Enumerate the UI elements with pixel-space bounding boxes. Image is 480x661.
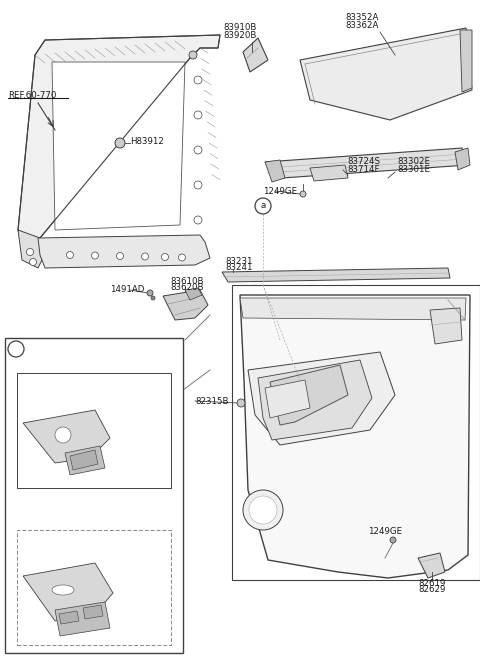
Polygon shape — [430, 308, 462, 344]
Text: 83610B: 83610B — [170, 276, 204, 286]
Text: 93581F: 93581F — [111, 453, 144, 463]
Text: 93580L: 93580L — [78, 356, 110, 364]
Polygon shape — [300, 28, 472, 120]
Polygon shape — [18, 230, 42, 268]
Circle shape — [189, 51, 197, 59]
Bar — [232, 285, 480, 580]
Circle shape — [255, 198, 271, 214]
Circle shape — [147, 290, 153, 296]
Polygon shape — [310, 165, 348, 181]
Text: 83301E: 83301E — [397, 165, 430, 173]
Polygon shape — [23, 410, 110, 463]
Polygon shape — [55, 602, 110, 636]
Polygon shape — [240, 295, 470, 578]
Text: 82619: 82619 — [418, 578, 446, 588]
Circle shape — [194, 111, 202, 119]
Text: 1491AD: 1491AD — [110, 286, 144, 295]
Text: 83352A: 83352A — [345, 13, 378, 22]
Text: 93582A: 93582A — [23, 533, 56, 543]
Text: 83920B: 83920B — [223, 30, 257, 40]
Text: a: a — [260, 202, 265, 210]
Polygon shape — [243, 38, 268, 72]
Circle shape — [194, 146, 202, 154]
Circle shape — [237, 399, 245, 407]
Circle shape — [151, 296, 155, 300]
Text: 82629: 82629 — [418, 586, 446, 594]
Circle shape — [161, 254, 168, 260]
Circle shape — [194, 216, 202, 224]
Circle shape — [8, 341, 24, 357]
Circle shape — [29, 258, 36, 266]
Text: 93580R: 93580R — [77, 362, 111, 371]
Polygon shape — [258, 360, 372, 440]
Circle shape — [55, 427, 71, 443]
Text: (SEAT WARMER): (SEAT WARMER) — [13, 498, 83, 508]
Text: 83714F: 83714F — [347, 165, 380, 173]
Polygon shape — [83, 605, 103, 619]
Polygon shape — [270, 365, 348, 425]
Text: 93582B: 93582B — [23, 541, 56, 549]
Text: 93582B: 93582B — [23, 385, 56, 395]
Polygon shape — [23, 563, 113, 621]
Polygon shape — [265, 160, 285, 182]
Bar — [5, 338, 183, 653]
Polygon shape — [248, 352, 395, 445]
Polygon shape — [265, 380, 310, 418]
Text: 83620B: 83620B — [170, 282, 204, 292]
Circle shape — [67, 251, 73, 258]
Polygon shape — [265, 148, 468, 178]
Text: H83912: H83912 — [130, 137, 164, 145]
Polygon shape — [65, 446, 105, 475]
Circle shape — [300, 191, 306, 197]
Polygon shape — [38, 235, 210, 268]
Circle shape — [390, 537, 396, 543]
Polygon shape — [185, 288, 202, 300]
Text: 83302E: 83302E — [397, 157, 430, 167]
Bar — [17, 530, 171, 645]
Text: 93580L: 93580L — [78, 510, 110, 520]
Text: 93580R: 93580R — [77, 518, 111, 527]
Text: REF.60-770: REF.60-770 — [8, 91, 56, 100]
Text: 82315B: 82315B — [195, 397, 228, 405]
Polygon shape — [52, 62, 185, 230]
Text: 93581F: 93581F — [113, 611, 145, 621]
Polygon shape — [163, 290, 208, 320]
Polygon shape — [222, 268, 450, 282]
Text: 83910B: 83910B — [223, 24, 257, 32]
Bar — [17, 373, 171, 488]
Circle shape — [194, 76, 202, 84]
Text: 83362A: 83362A — [345, 20, 378, 30]
Polygon shape — [460, 30, 472, 92]
Circle shape — [179, 254, 185, 261]
Polygon shape — [418, 553, 445, 578]
Text: 1249GE: 1249GE — [368, 527, 402, 537]
Polygon shape — [70, 450, 98, 470]
Circle shape — [142, 253, 148, 260]
Circle shape — [117, 253, 123, 260]
Polygon shape — [240, 298, 466, 320]
Circle shape — [92, 252, 98, 259]
Polygon shape — [59, 611, 79, 624]
Text: 93582A: 93582A — [23, 379, 56, 387]
Polygon shape — [18, 35, 220, 245]
Circle shape — [194, 181, 202, 189]
Text: 83241: 83241 — [225, 262, 252, 272]
Circle shape — [249, 496, 277, 524]
Text: 1249GE: 1249GE — [263, 186, 297, 196]
Text: 83724S: 83724S — [347, 157, 380, 167]
Circle shape — [26, 249, 34, 256]
Text: 83231: 83231 — [225, 256, 252, 266]
Circle shape — [243, 490, 283, 530]
Polygon shape — [455, 148, 470, 170]
Text: a: a — [13, 344, 19, 354]
Circle shape — [115, 138, 125, 148]
Ellipse shape — [52, 585, 74, 595]
